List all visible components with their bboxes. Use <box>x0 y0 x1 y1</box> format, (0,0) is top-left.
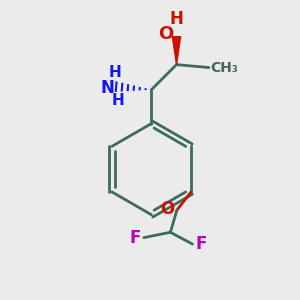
Text: O: O <box>158 25 174 43</box>
Text: N: N <box>101 79 115 97</box>
Text: H: H <box>108 65 121 80</box>
Text: H: H <box>169 10 183 28</box>
Text: CH₃: CH₃ <box>210 61 238 75</box>
Text: F: F <box>130 229 141 247</box>
Text: H: H <box>111 93 124 108</box>
Text: O: O <box>160 200 174 218</box>
Polygon shape <box>172 37 181 64</box>
Text: F: F <box>195 235 207 253</box>
